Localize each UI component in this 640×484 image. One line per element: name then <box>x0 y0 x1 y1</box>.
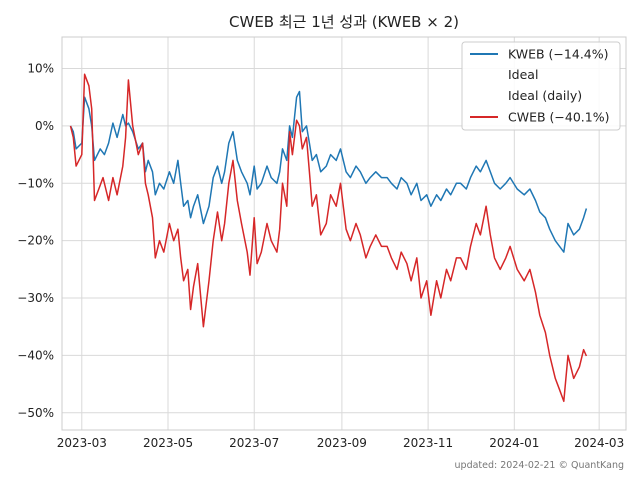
x-tick-label-3: 2023-09 <box>317 436 367 450</box>
chart-title: CWEB 최근 1년 성과 (KWEB × 2) <box>229 13 459 31</box>
series-layer <box>69 73 588 403</box>
y-tick-label-4: −30% <box>17 291 54 305</box>
y-tick-label-0: 10% <box>27 62 54 76</box>
legend-entry-kweb: KWEB (−14.4%) <box>470 47 609 62</box>
y-axis-ticks: 10% 0% −10% −20% −30% −40% −50% <box>17 62 54 420</box>
legend-entry-cweb: CWEB (−40.1%) <box>470 110 609 125</box>
legend-entry-ideal-daily: Ideal (daily) <box>508 88 582 103</box>
y-tick-label-2: −10% <box>17 176 54 190</box>
x-tick-label-0: 2023-03 <box>57 436 107 450</box>
y-tick-label-5: −40% <box>17 348 54 362</box>
x-tick-label-6: 2024-03 <box>574 436 624 450</box>
legend-label-ideal-daily: Ideal (daily) <box>508 88 582 103</box>
x-tick-label-4: 2023-11 <box>403 436 453 450</box>
footer-credit: updated: 2024-02-21 © QuantKang <box>455 460 624 471</box>
legend-label-ideal: Ideal <box>508 67 538 82</box>
plot-area-frame <box>61 36 627 431</box>
legend-label-cweb: CWEB (−40.1%) <box>508 110 609 125</box>
legend-entry-ideal: Ideal <box>508 67 538 82</box>
chart-legend: KWEB (−14.4%) Ideal Ideal (daily) CWEB (… <box>461 41 621 131</box>
series-line-kweb <box>69 90 588 253</box>
y-tick-label-3: −20% <box>17 234 54 248</box>
y-tick-label-1: 0% <box>35 119 54 133</box>
x-axis-ticks: 2023-03 2023-05 2023-07 2023-09 2023-11 2024-… <box>57 436 624 450</box>
legend-label-kweb: KWEB (−14.4%) <box>508 47 609 62</box>
series-line-cweb <box>69 73 588 403</box>
x-tick-label-5: 2024-01 <box>489 436 539 450</box>
legend-box <box>461 41 621 131</box>
y-tick-label-6: −50% <box>17 406 54 420</box>
grid-lines <box>62 37 626 430</box>
x-tick-label-1: 2023-05 <box>143 436 193 450</box>
x-tick-label-2: 2023-07 <box>229 436 279 450</box>
